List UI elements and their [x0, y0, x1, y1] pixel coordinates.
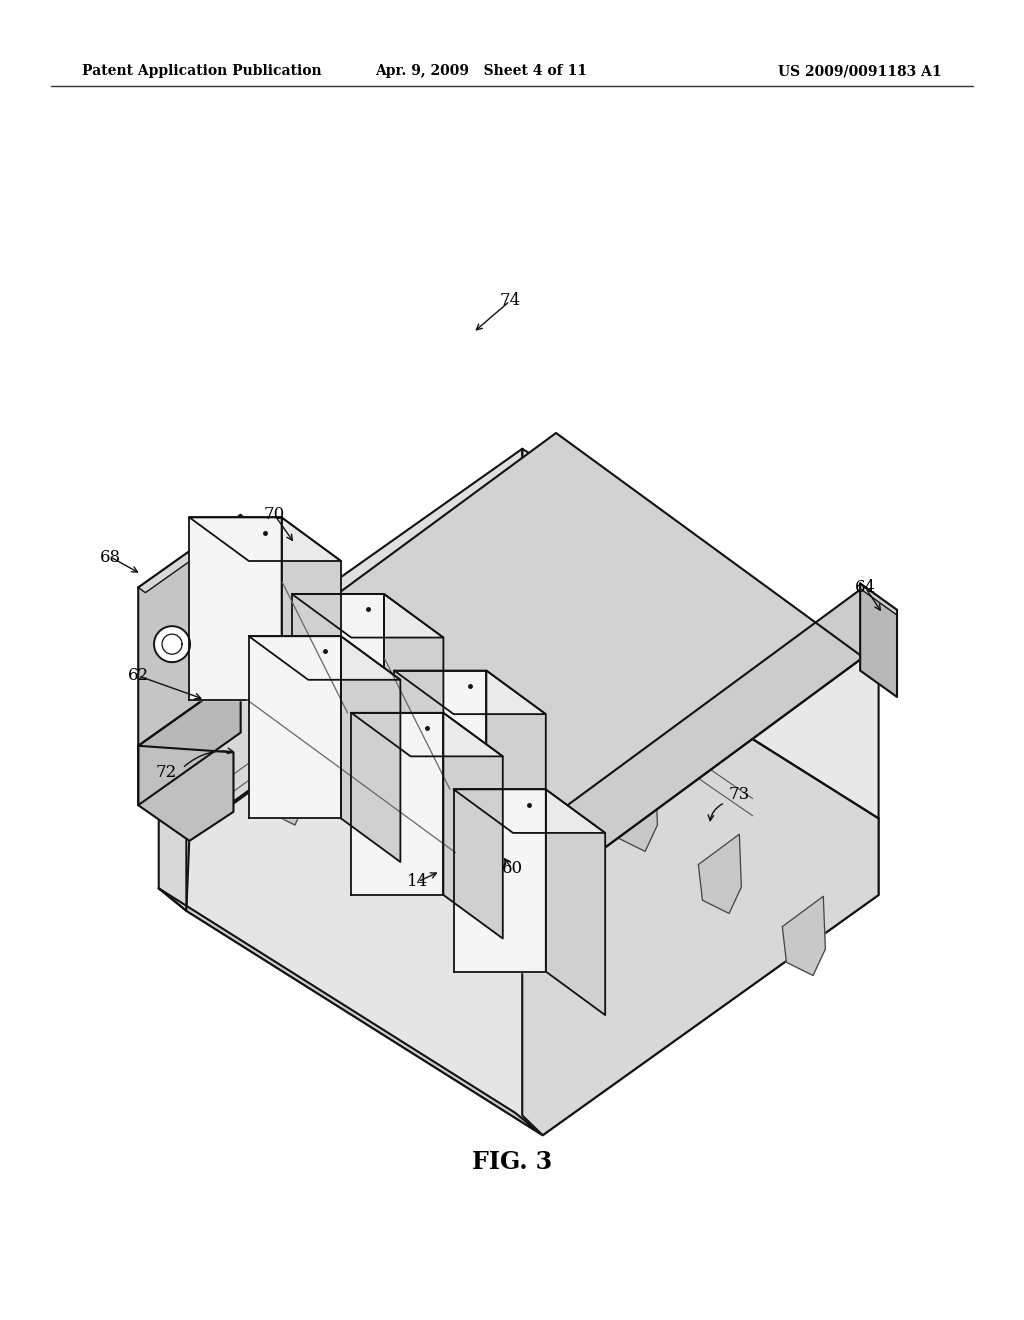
- Polygon shape: [292, 594, 384, 776]
- Text: 60: 60: [502, 861, 522, 876]
- Polygon shape: [454, 789, 605, 833]
- Polygon shape: [698, 834, 741, 913]
- Polygon shape: [522, 449, 879, 818]
- Polygon shape: [282, 517, 341, 743]
- Polygon shape: [186, 449, 522, 836]
- Polygon shape: [159, 888, 543, 1135]
- Polygon shape: [138, 515, 241, 746]
- Polygon shape: [546, 789, 605, 1015]
- Polygon shape: [351, 713, 503, 756]
- Polygon shape: [189, 517, 341, 561]
- Polygon shape: [138, 515, 248, 593]
- Polygon shape: [348, 684, 391, 763]
- Polygon shape: [394, 671, 486, 853]
- Polygon shape: [138, 673, 241, 805]
- Polygon shape: [541, 587, 863, 895]
- Polygon shape: [860, 583, 897, 615]
- Polygon shape: [860, 583, 897, 697]
- Polygon shape: [233, 433, 863, 895]
- Text: FIG. 3: FIG. 3: [472, 1150, 552, 1173]
- Text: Patent Application Publication: Patent Application Publication: [82, 65, 322, 78]
- Polygon shape: [782, 896, 825, 975]
- Text: 72: 72: [156, 764, 176, 780]
- Polygon shape: [292, 594, 443, 638]
- Polygon shape: [189, 517, 282, 700]
- Polygon shape: [522, 594, 879, 1135]
- Text: 74: 74: [500, 293, 520, 309]
- Polygon shape: [233, 601, 541, 895]
- Text: Apr. 9, 2009   Sheet 4 of 11: Apr. 9, 2009 Sheet 4 of 11: [375, 65, 588, 78]
- Text: US 2009/0091183 A1: US 2009/0091183 A1: [778, 65, 942, 78]
- Polygon shape: [264, 746, 307, 825]
- Text: 62: 62: [128, 668, 148, 684]
- Polygon shape: [614, 772, 657, 851]
- Text: 68: 68: [100, 549, 121, 565]
- Polygon shape: [159, 499, 522, 911]
- Polygon shape: [394, 671, 546, 714]
- Polygon shape: [186, 594, 879, 1135]
- Text: 64: 64: [855, 579, 876, 595]
- Polygon shape: [154, 626, 190, 663]
- Polygon shape: [384, 594, 443, 820]
- Polygon shape: [249, 636, 400, 680]
- Polygon shape: [138, 746, 233, 841]
- Text: 14: 14: [408, 874, 428, 890]
- Polygon shape: [351, 713, 443, 895]
- Polygon shape: [341, 636, 400, 862]
- Polygon shape: [454, 789, 546, 972]
- Polygon shape: [432, 622, 475, 701]
- Text: 73: 73: [729, 787, 750, 803]
- Polygon shape: [443, 713, 503, 939]
- Polygon shape: [249, 636, 341, 818]
- Polygon shape: [486, 671, 546, 896]
- Text: 70: 70: [264, 507, 285, 523]
